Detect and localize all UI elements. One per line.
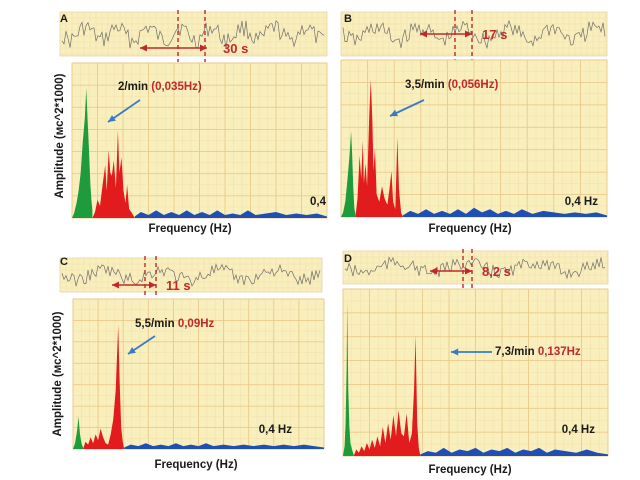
frequency-marker-label-b: 0,4 Hz (565, 196, 598, 208)
lf-band-area (353, 335, 421, 456)
interval-arrowhead-icon (430, 267, 437, 275)
trace-strip-b (340, 11, 608, 57)
peak-label-d: 7,3/min 0,137Hz (495, 346, 581, 358)
x-axis-label-b: Frequency (Hz) (428, 223, 511, 235)
panel-b: 17 s B 3,5/min (0,056Hz) 0,4 Hz (340, 10, 608, 218)
panel-d: 8,2 s D 7,3/min 0,137Hz 0,4 Hz (342, 249, 609, 457)
panel-letter-d: D (344, 253, 352, 265)
peak-label-frequency: 0,09Hz (178, 318, 215, 330)
y-axis-label-top: Amplitude (мс^2*1000) (54, 73, 66, 198)
trace-strip-d (342, 250, 609, 285)
vlf-band-area (73, 416, 83, 449)
vlf-band-area (343, 301, 354, 456)
interval-arrowhead-icon (112, 281, 119, 289)
peak-pointer-arrowhead-icon (108, 115, 116, 122)
interval-arrowhead-icon (149, 281, 156, 289)
rr-interval-trace (342, 19, 606, 50)
hf-band-area (402, 207, 607, 217)
frequency-marker-label-a: 0,4 (310, 196, 327, 208)
panel-letter-c: C (60, 256, 68, 268)
y-axis-label-bottom: Amplitude (мс^2*1000) (52, 311, 64, 436)
peak-label-rate: 3,5/min (405, 79, 448, 91)
vlf-band-area (72, 88, 93, 218)
interval-arrowhead-icon (200, 44, 207, 52)
frequency-marker-label-d: 0,4 Hz (562, 424, 595, 436)
rr-interval-trace (61, 20, 325, 49)
hf-band-area (124, 443, 324, 449)
rr-interval-trace (61, 263, 321, 287)
panel-letter-b: B (344, 13, 352, 25)
peak-pointer-arrowhead-icon (128, 347, 136, 354)
peak-label-b: 3,5/min (0,056Hz) (405, 79, 498, 91)
interval-arrowhead-icon (420, 30, 427, 38)
interval-arrowhead-icon (465, 267, 472, 275)
lf-band-area (83, 324, 125, 449)
peak-label-a: 2/min (0,035Hz) (118, 81, 202, 93)
panel-letter-a: A (60, 13, 68, 25)
x-axis-label-c: Frequency (Hz) (154, 459, 237, 471)
peak-label-rate: 7,3/min (495, 346, 538, 358)
lf-band-area (355, 79, 403, 217)
trace-strip-c (59, 257, 323, 293)
peak-label-c: 5,5/min 0,09Hz (135, 318, 215, 330)
interval-label-c: 11 s (166, 278, 191, 293)
rr-interval-trace (344, 256, 606, 280)
hf-band-area (134, 210, 327, 218)
panel-c: 11 s C 5,5/min 0,09Hz 0,4 Hz (59, 256, 325, 450)
interval-label-d: 8,2 s (482, 264, 511, 279)
hf-band-area (420, 447, 608, 456)
x-axis-label-a: Frequency (Hz) (148, 223, 231, 235)
peak-label-frequency: (0,056Hz) (448, 79, 499, 91)
interval-arrowhead-icon (140, 44, 147, 52)
peak-label-rate: 2/min (118, 81, 151, 93)
panel-a: 30 s A 2/min (0,035Hz) 0,4 (59, 10, 328, 219)
peak-label-frequency: (0,035Hz) (151, 81, 202, 93)
frequency-marker-label-c: 0,4 Hz (259, 424, 292, 436)
peak-label-rate: 5,5/min (135, 318, 178, 330)
interval-label-a: 30 s (223, 41, 248, 56)
lf-band-area (92, 130, 135, 218)
peak-pointer-arrowhead-icon (451, 348, 459, 356)
vlf-band-area (341, 131, 356, 217)
peak-pointer-arrowhead-icon (390, 109, 398, 117)
interval-arrowhead-icon (465, 30, 472, 38)
x-axis-label-d: Frequency (Hz) (428, 464, 511, 476)
interval-label-b: 17 s (482, 27, 507, 42)
peak-label-frequency: 0,137Hz (538, 346, 581, 358)
